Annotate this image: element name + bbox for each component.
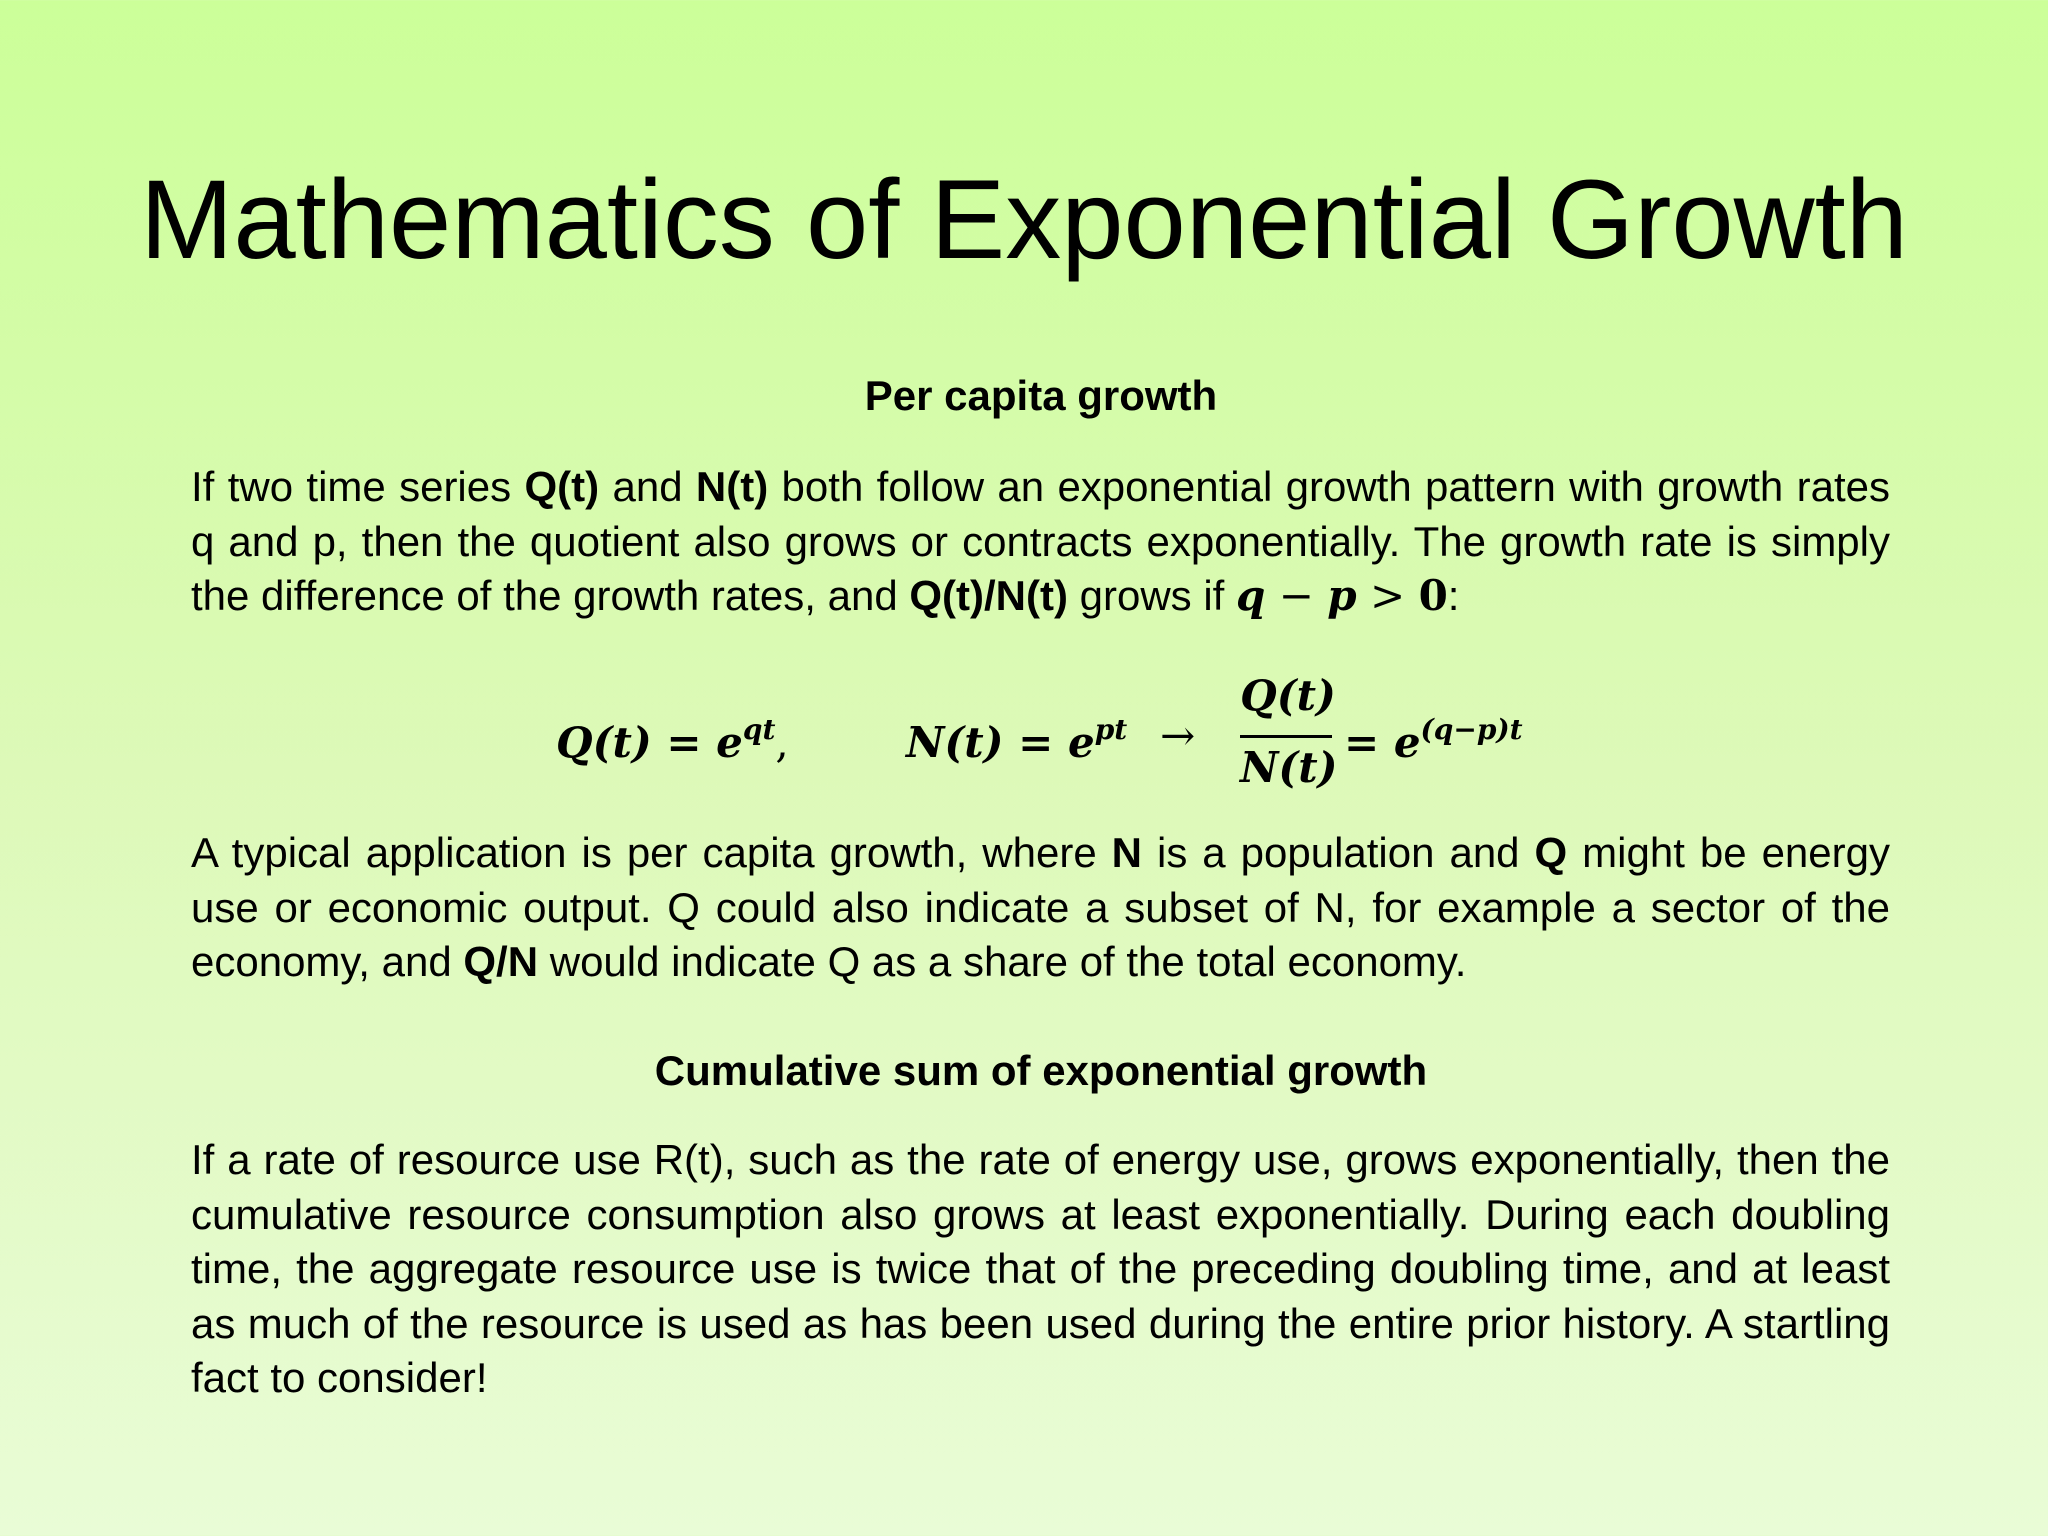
paragraph-cumulative-sum: If a rate of resource use R(t), such as … <box>191 1136 1890 1401</box>
equation-n-base: N(t) = e <box>906 718 1095 767</box>
math-var-q: q <box>1236 571 1266 620</box>
fraction-numerator: Q(t) <box>1240 671 1336 720</box>
equation-n-exponent: pt <box>1094 713 1128 746</box>
fraction-bar <box>1240 735 1332 738</box>
equation-result-exponent: (q−p)t <box>1420 713 1523 746</box>
bold-term-quotient: Q(t)/N(t) <box>909 572 1068 619</box>
text-run: both follow an exponential growth patter… <box>191 463 1890 619</box>
slide-title: Mathematics of Exponential Growth <box>140 157 1908 282</box>
section-heading-per-capita: Per capita growth <box>864 372 1218 419</box>
inline-math-condition: q − p > 0 <box>1236 571 1448 620</box>
math-zero: 0 <box>1418 571 1448 620</box>
text-run: If two time series <box>191 463 525 510</box>
math-greater-than: > <box>1356 571 1419 620</box>
bold-term-q-of-t: Q(t) <box>524 463 600 510</box>
bold-term-q: Q <box>1534 829 1568 876</box>
equation-q-of-t: Q(t) = eqt, <box>556 713 789 767</box>
text-run: would indicate Q as a share of the total… <box>538 938 1467 985</box>
equation-q-exponent: qt <box>742 713 776 746</box>
equation-result-base: = e <box>1344 718 1421 767</box>
equation-comma: , <box>775 718 789 767</box>
text-run: is a population and <box>1142 829 1535 876</box>
text-run: and <box>599 463 696 510</box>
fraction-denominator: N(t) <box>1240 743 1338 792</box>
paragraph-per-capita-application: A typical application is per capita grow… <box>191 826 1890 990</box>
bold-term-n-of-t: N(t) <box>695 463 769 510</box>
equation-q-base: Q(t) = e <box>556 718 743 767</box>
text-run: : <box>1447 572 1460 619</box>
section-heading-cumulative-sum: Cumulative sum of exponential growth <box>654 1047 1428 1094</box>
math-minus: − <box>1265 571 1328 620</box>
equation-quotient-result: = e(q−p)t <box>1344 713 1523 767</box>
text-run: might be energy use or economic output. … <box>191 829 1890 985</box>
math-var-p: p <box>1327 571 1357 620</box>
text-run: grows if <box>1067 572 1236 619</box>
arrow-icon: → <box>1160 711 1196 760</box>
paragraph-per-capita-intro: If two time series Q(t) and N(t) both fo… <box>191 460 1890 624</box>
text-run: A typical application is per capita grow… <box>191 829 1112 876</box>
bold-term-n: N <box>1111 829 1142 876</box>
equation-row: Q(t) = eqt, N(t) = ept → Q(t) N(t) = e(q… <box>0 671 2048 795</box>
equation-n-of-t: N(t) = ept <box>906 713 1127 767</box>
bold-term-q-over-n: Q/N <box>463 938 539 985</box>
